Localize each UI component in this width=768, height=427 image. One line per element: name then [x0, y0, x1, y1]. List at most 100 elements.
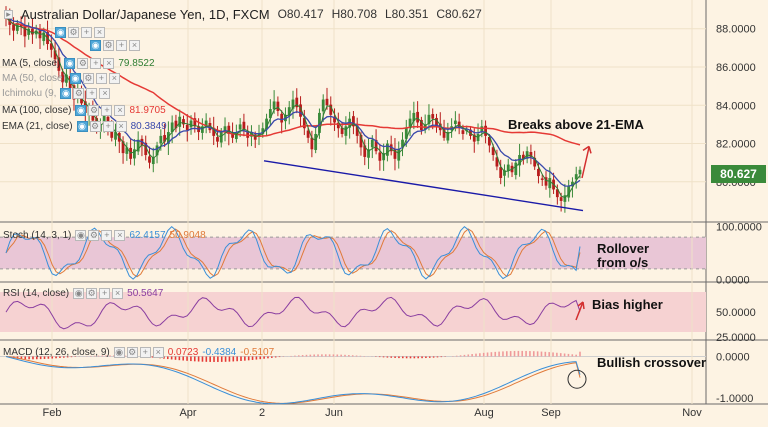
candle-body — [578, 169, 582, 175]
rsi-value: 50.5647 — [127, 288, 164, 299]
candle-body — [359, 134, 363, 148]
rsi-buttons[interactable]: ◉ ⚙ + × — [73, 288, 124, 299]
close-icon[interactable]: × — [103, 58, 115, 69]
add-icon[interactable]: + — [101, 105, 113, 116]
close-icon[interactable]: × — [99, 88, 111, 99]
ichimoku-label: Ichimoku (9, — [2, 88, 57, 99]
rsi-arrow-line — [575, 301, 584, 321]
stoch-band — [0, 237, 706, 269]
candle-body — [555, 189, 559, 198]
eye-icon[interactable]: ◉ — [64, 58, 76, 69]
close-icon[interactable]: × — [129, 40, 140, 51]
candle-body — [42, 32, 46, 42]
settings-icon[interactable]: ⚙ — [77, 58, 89, 69]
eye-icon[interactable]: ◉ — [55, 27, 66, 38]
eye-icon[interactable]: ◉ — [69, 73, 81, 84]
eye-icon[interactable]: ◉ — [73, 288, 85, 299]
candle-body — [412, 112, 416, 122]
symbol-title: Australian Dollar/Japanese Yen, 1D, FXCM — [21, 6, 270, 22]
candle-body — [53, 50, 57, 60]
settings-icon[interactable]: ⚙ — [89, 121, 101, 132]
stoch-buttons[interactable]: ◉ ⚙ + × — [75, 230, 126, 241]
stoch-k-value: 62.4157 — [129, 230, 166, 241]
add-icon[interactable]: + — [81, 27, 92, 38]
close-icon[interactable]: × — [114, 230, 126, 241]
add-icon[interactable]: + — [102, 121, 114, 132]
rsi-axis-tick: 25.0000 — [716, 332, 756, 344]
eye-icon[interactable]: ◉ — [113, 347, 125, 358]
eye-icon[interactable]: ◉ — [76, 121, 88, 132]
close-icon[interactable]: × — [94, 27, 105, 38]
settings-icon[interactable]: ⚙ — [88, 230, 100, 241]
ma50-label: MA (50, close) — [2, 73, 66, 84]
candle-body — [548, 177, 552, 189]
close-icon[interactable]: × — [152, 347, 164, 358]
time-axis-tick: Feb — [43, 407, 62, 419]
candle-body — [367, 149, 370, 158]
close-icon[interactable]: × — [115, 121, 127, 132]
candle-body — [537, 168, 540, 177]
settings-icon[interactable]: ⚙ — [126, 347, 138, 358]
candle-body — [408, 118, 412, 127]
header-collapse-icon[interactable]: ▸ — [4, 9, 13, 19]
add-icon[interactable]: + — [116, 40, 127, 51]
ma100-legend[interactable]: MA (100, close) ◉ ⚙ + × 81.9705 — [2, 105, 166, 116]
rsi-arrow-head — [577, 301, 585, 310]
eye-icon[interactable]: ◉ — [75, 105, 87, 116]
ohlc-open: O80.417 — [277, 7, 324, 21]
candle-body — [57, 57, 61, 71]
candle-body — [121, 141, 125, 154]
settings-icon[interactable]: ⚙ — [68, 27, 79, 38]
candle-body — [223, 126, 227, 132]
candle-body — [514, 162, 518, 176]
eye-icon[interactable]: ◉ — [60, 88, 72, 99]
macd-buttons[interactable]: ◉ ⚙ + × — [113, 347, 164, 358]
ma5-legend[interactable]: MA (5, close) ◉ ⚙ + × 79.8522 — [2, 58, 155, 69]
add-icon[interactable]: + — [139, 347, 151, 358]
overlay-buttons-2[interactable]: ◉ ⚙ + × — [90, 40, 140, 51]
close-icon[interactable]: × — [112, 288, 124, 299]
ma100-label: MA (100, close) — [2, 105, 72, 116]
macd-legend[interactable]: MACD (12, 26, close, 9) ◉ ⚙ + × 0.0723 -… — [3, 347, 274, 358]
eye-icon[interactable]: ◉ — [75, 230, 87, 241]
candle-body — [265, 118, 268, 129]
add-icon[interactable]: + — [101, 230, 113, 241]
candle-body — [253, 134, 257, 140]
ma100-buttons[interactable]: ◉ ⚙ + × — [75, 105, 126, 116]
candle-body — [314, 133, 318, 150]
stoch-legend[interactable]: Stoch (14, 3, 1) ◉ ⚙ + × 62.4157 50.9048 — [3, 230, 206, 241]
eye-icon[interactable]: ◉ — [90, 40, 101, 51]
close-icon[interactable]: × — [114, 105, 126, 116]
candle-body — [31, 28, 34, 35]
add-icon[interactable]: + — [95, 73, 107, 84]
overlay-buttons[interactable]: ◉ ⚙ + × — [55, 27, 105, 38]
settings-icon[interactable]: ⚙ — [88, 105, 100, 116]
candle-body — [480, 126, 484, 133]
candle-body — [193, 118, 197, 127]
candle-body — [299, 104, 302, 117]
rsi-legend[interactable]: RSI (14, close) ◉ ⚙ + × 50.5647 — [3, 288, 163, 299]
settings-icon[interactable]: ⚙ — [103, 40, 114, 51]
rsi-label: RSI (14, close) — [3, 288, 70, 299]
settings-icon[interactable]: ⚙ — [73, 88, 85, 99]
candle-body — [170, 122, 174, 133]
candle-body — [567, 185, 571, 198]
ichimoku-buttons[interactable]: ◉ ⚙ + × — [60, 88, 111, 99]
ma100-line — [5, 16, 581, 146]
ema21-buttons[interactable]: ◉ ⚙ + × — [76, 121, 127, 132]
candle-body — [102, 114, 106, 123]
ma50-legend[interactable]: MA (50, close) ◉ ⚙ + × — [2, 73, 120, 84]
ichimoku-legend[interactable]: Ichimoku (9, ◉ ⚙ + × — [2, 88, 111, 99]
ema21-legend[interactable]: EMA (21, close) ◉ ⚙ + × 80.3849 — [2, 121, 167, 132]
ma5-buttons[interactable]: ◉ ⚙ + × — [64, 58, 115, 69]
rsi-line — [5, 296, 581, 330]
settings-icon[interactable]: ⚙ — [82, 73, 94, 84]
settings-icon[interactable]: ⚙ — [86, 288, 98, 299]
add-icon[interactable]: + — [86, 88, 98, 99]
ma50-buttons[interactable]: ◉ ⚙ + × — [69, 73, 120, 84]
add-icon[interactable]: + — [99, 288, 111, 299]
time-axis-tick: Aug — [474, 407, 494, 419]
annotation-crossover: Bullish crossover — [597, 355, 707, 370]
add-icon[interactable]: + — [90, 58, 102, 69]
close-icon[interactable]: × — [108, 73, 120, 84]
